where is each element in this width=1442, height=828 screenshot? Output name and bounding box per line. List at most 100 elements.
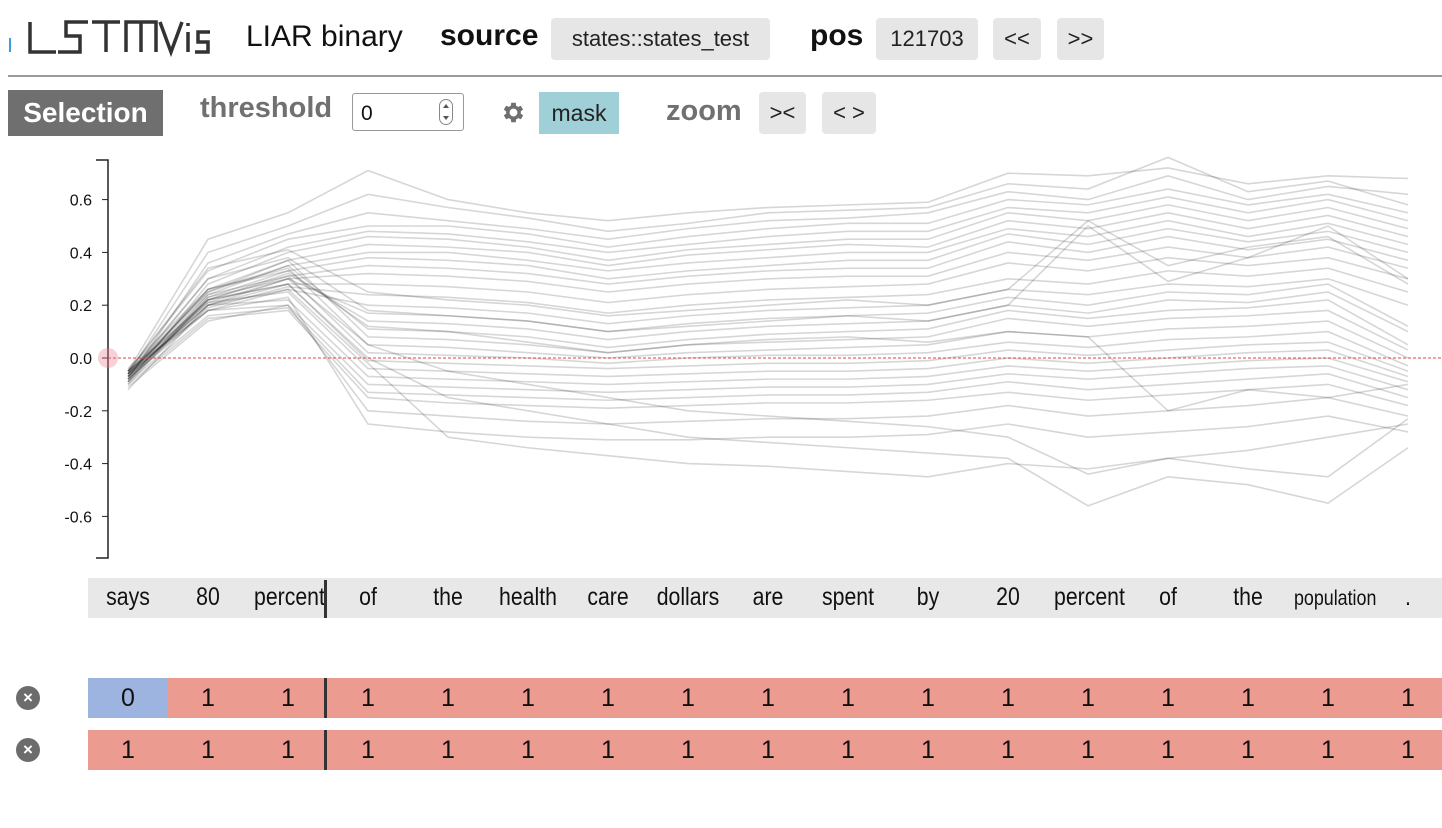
y-axis-line xyxy=(96,159,109,559)
source-label: source xyxy=(440,19,539,52)
word-token[interactable]: percent xyxy=(1054,583,1125,611)
series-line xyxy=(127,277,1409,478)
y-axis: 0.6 0.4 0.2 0.0 -0.2 -0.4 -0.6 xyxy=(64,159,109,559)
meta-cell: 1 xyxy=(568,678,648,718)
zoom-out-button[interactable]: < > xyxy=(822,92,876,134)
meta-cell: 1 xyxy=(648,730,728,770)
series-line xyxy=(127,175,1409,380)
prev-button[interactable]: << xyxy=(993,18,1041,60)
word-token[interactable]: the xyxy=(433,583,463,611)
series-line xyxy=(127,291,1409,378)
series-line xyxy=(127,267,1409,380)
series-line xyxy=(127,156,1409,375)
word-token[interactable]: of xyxy=(1159,583,1177,611)
source-select[interactable]: states::states_test xyxy=(551,18,770,60)
meta-cell: 1 xyxy=(488,678,568,718)
y-tick-label: -0.4 xyxy=(64,457,92,474)
meta-cell: 1 xyxy=(1288,730,1368,770)
gear-icon[interactable] xyxy=(500,99,527,126)
word-token[interactable]: . xyxy=(1405,583,1411,611)
series-line xyxy=(127,296,1409,441)
series-lines xyxy=(127,156,1409,507)
meta-cell: 1 xyxy=(728,730,808,770)
remove-row-icon[interactable]: × xyxy=(16,686,40,710)
meta-cell: 1 xyxy=(888,678,968,718)
meta-cell: 1 xyxy=(328,730,408,770)
series-line xyxy=(127,275,1409,375)
next-button[interactable]: >> xyxy=(1057,18,1104,60)
series-line xyxy=(127,211,1409,370)
meta-cell: 1 xyxy=(1208,730,1288,770)
y-tick-label: 0.6 xyxy=(70,193,92,210)
meta-cell: 1 xyxy=(568,730,648,770)
meta-cell: 1 xyxy=(808,678,888,718)
word-token[interactable]: health xyxy=(499,583,557,611)
selection-marker xyxy=(324,678,327,718)
meta-cell: 1 xyxy=(968,730,1048,770)
series-line xyxy=(127,246,1409,378)
word-token[interactable]: population xyxy=(1294,587,1377,610)
word-token[interactable]: 20 xyxy=(996,583,1020,611)
threshold-handle[interactable] xyxy=(98,348,118,368)
series-line xyxy=(127,227,1409,380)
series-line xyxy=(127,167,1409,372)
word-token[interactable]: are xyxy=(752,583,784,611)
threshold-label: threshold xyxy=(200,92,333,124)
series-line xyxy=(127,277,1409,378)
header-divider xyxy=(8,75,1442,77)
word-token[interactable]: says xyxy=(106,583,150,611)
meta-cell: 1 xyxy=(1048,730,1128,770)
word-token[interactable]: percent xyxy=(254,583,325,611)
series-line xyxy=(127,224,1409,375)
remove-row-icon[interactable]: × xyxy=(16,738,40,762)
series-line xyxy=(127,219,1409,375)
series-line xyxy=(127,272,1409,375)
series-line xyxy=(127,283,1409,507)
zoom-in-button[interactable]: >< xyxy=(759,92,806,134)
meta-cell: 1 xyxy=(1128,730,1208,770)
word-token[interactable]: by xyxy=(916,583,940,611)
word-token[interactable]: care xyxy=(587,583,629,611)
selection-title: Selection xyxy=(8,90,163,136)
meta-cell: 1 xyxy=(168,678,248,718)
meta-cell: 1 xyxy=(1368,730,1442,770)
series-line xyxy=(127,264,1409,383)
series-line xyxy=(127,267,1409,378)
word-token[interactable]: 80 xyxy=(196,583,220,611)
series-line xyxy=(127,235,1409,372)
lstmvis-logo-icon xyxy=(9,20,210,58)
meta-cell: 1 xyxy=(1288,678,1368,718)
word-token[interactable]: the xyxy=(1233,583,1263,611)
meta-cell: 1 xyxy=(1048,678,1128,718)
series-line xyxy=(127,277,1409,372)
threshold-spinner-icon[interactable] xyxy=(439,99,453,125)
mask-button[interactable]: mask xyxy=(539,92,619,134)
meta-cell: 1 xyxy=(1128,678,1208,718)
threshold-input[interactable]: 0 xyxy=(352,93,464,131)
y-tick-label: 0.0 xyxy=(70,351,92,368)
state-line-chart[interactable]: 0.6 0.4 0.2 0.0 -0.2 -0.4 -0.6 xyxy=(0,150,1442,570)
series-line xyxy=(127,307,1409,402)
word-token[interactable]: spent xyxy=(821,583,874,611)
meta-cell: 1 xyxy=(648,678,728,718)
meta-cell: 1 xyxy=(808,730,888,770)
meta-cell: 1 xyxy=(728,678,808,718)
word-token[interactable]: of xyxy=(359,583,377,611)
series-line xyxy=(127,309,1409,409)
meta-cell: 1 xyxy=(968,678,1048,718)
meta-cell: 1 xyxy=(248,730,328,770)
meta-cell: 1 xyxy=(88,730,168,770)
selection-marker xyxy=(324,730,327,770)
app-subtitle: LIAR binary xyxy=(246,20,403,53)
meta-cell: 0 xyxy=(88,678,168,718)
series-line xyxy=(127,259,1409,372)
word-token[interactable]: dollars xyxy=(656,583,720,611)
pos-field[interactable]: 121703 xyxy=(876,18,978,60)
threshold-value: 0 xyxy=(361,102,373,125)
series-line xyxy=(127,283,1409,380)
word-bar xyxy=(88,578,1442,618)
series-line xyxy=(127,270,1409,412)
pos-label: pos xyxy=(810,19,864,52)
meta-cell: 1 xyxy=(488,730,568,770)
